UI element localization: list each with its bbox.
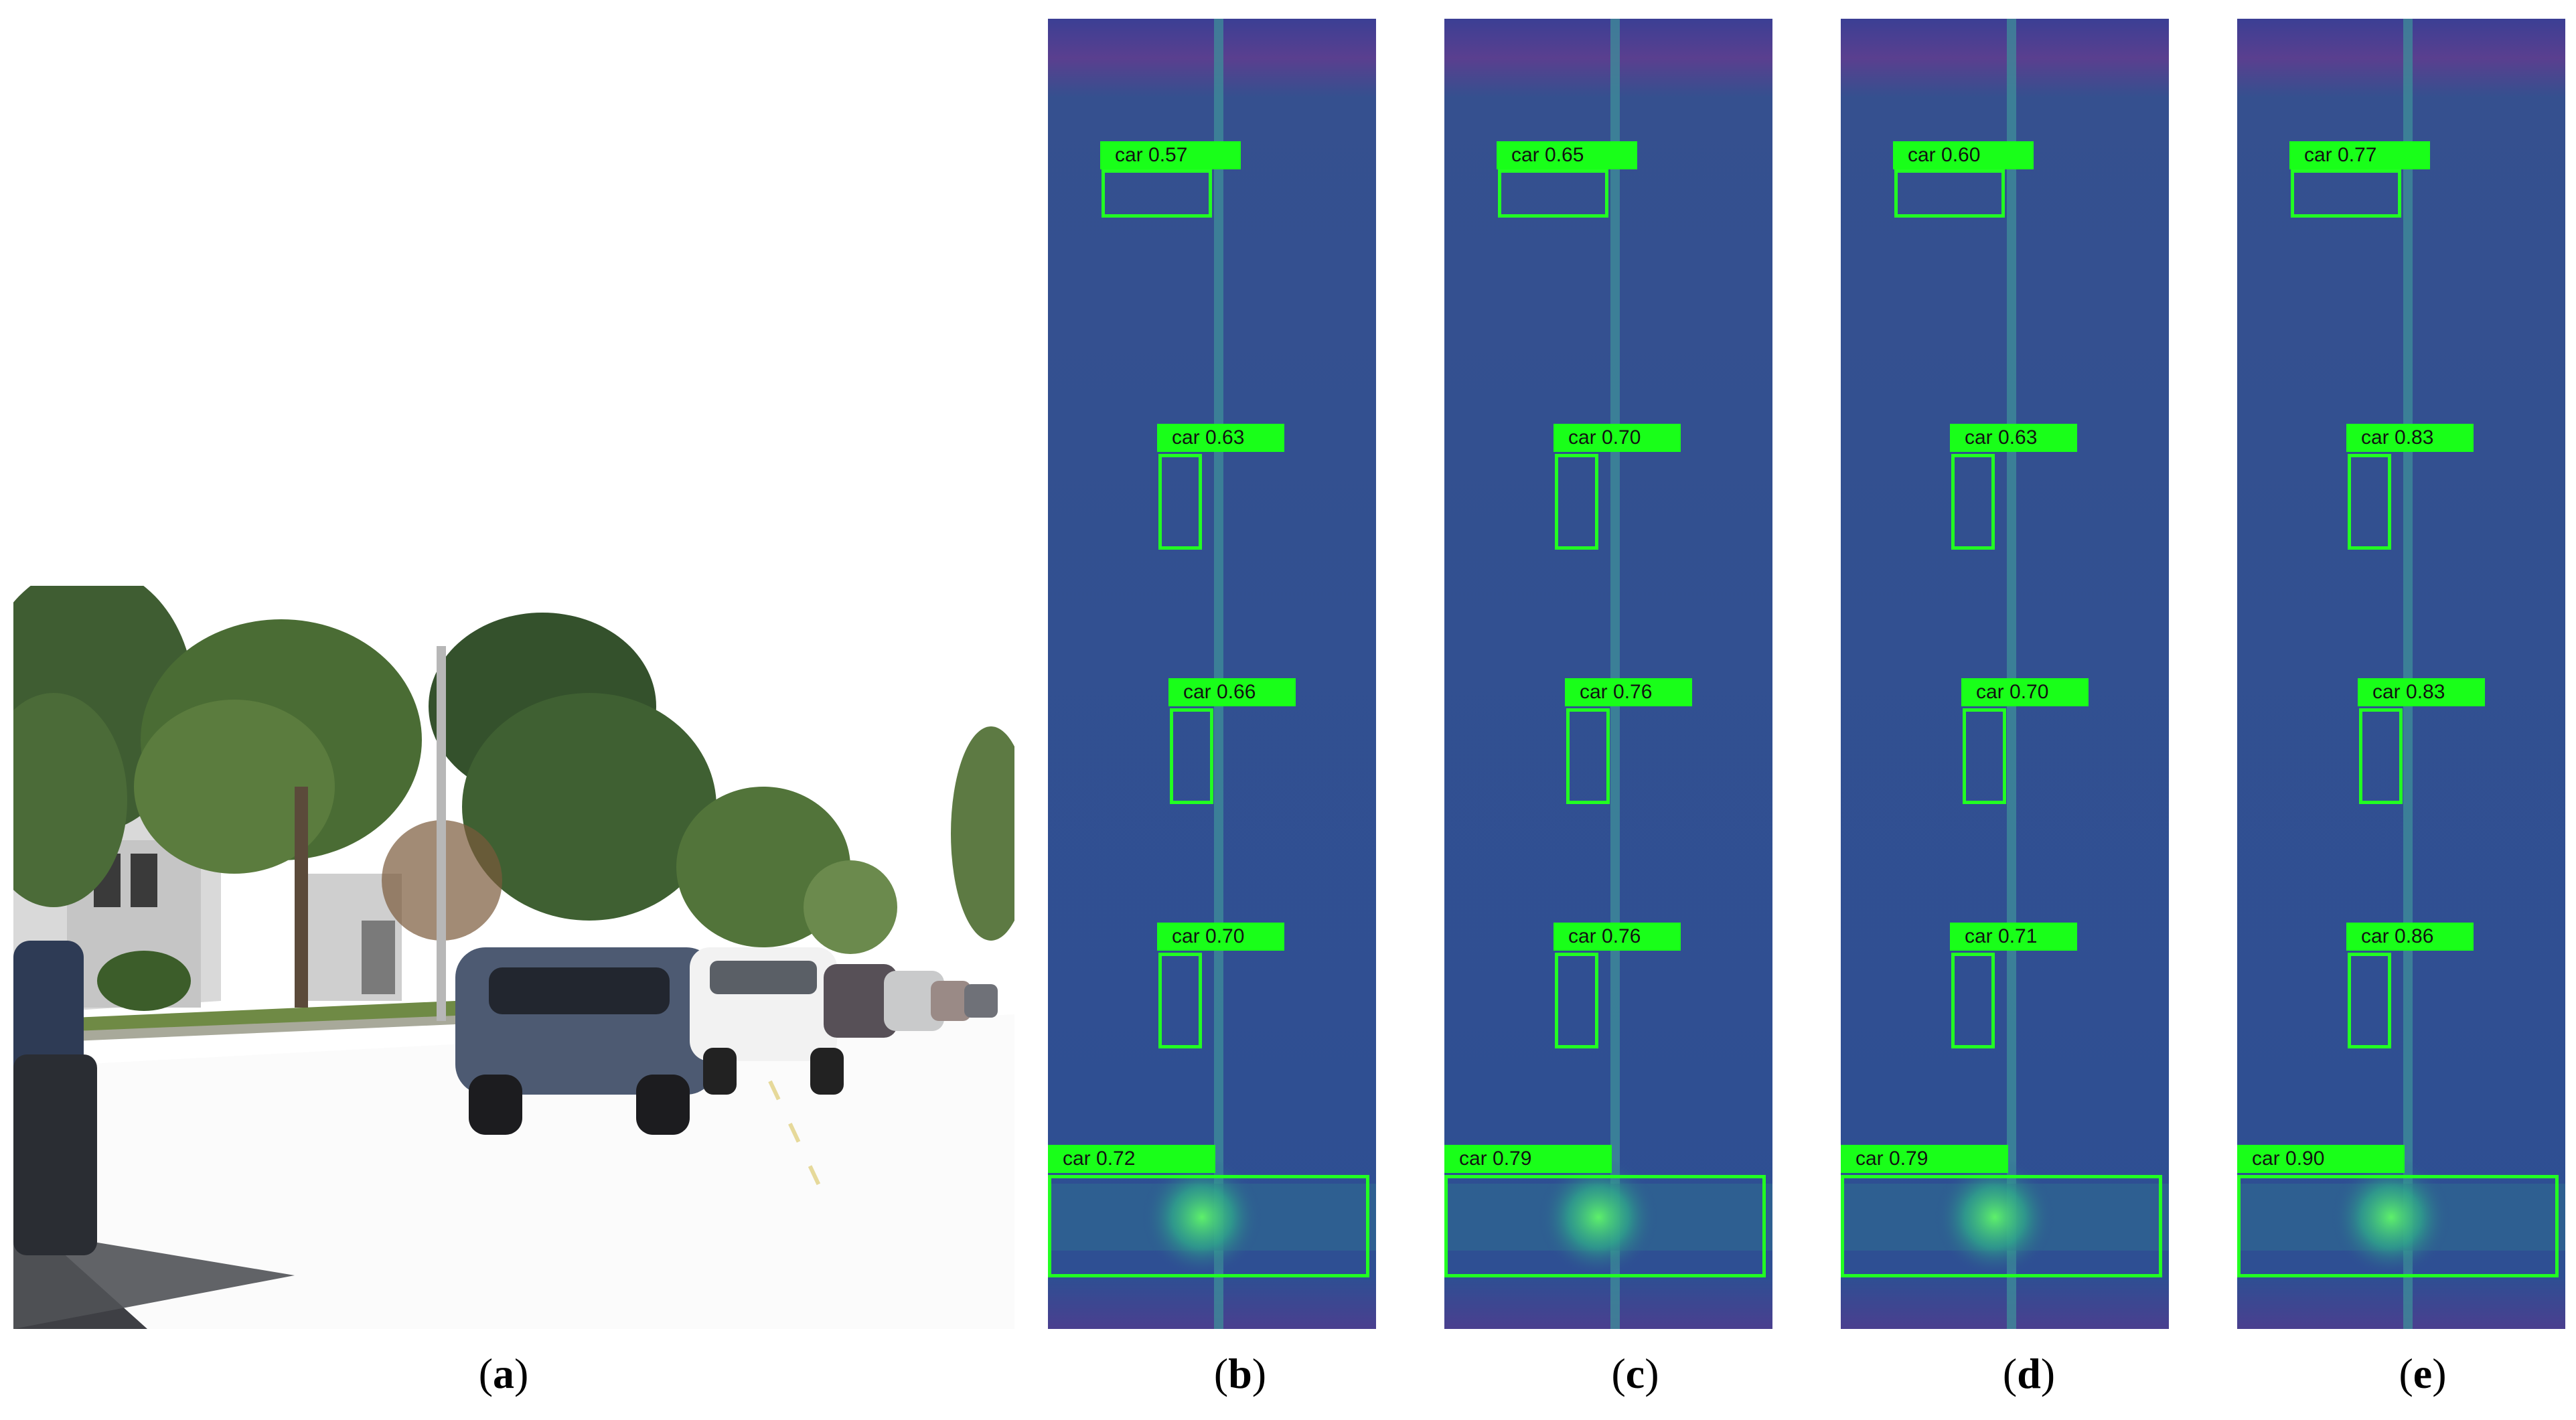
caption-c: (c) bbox=[1611, 1350, 1659, 1397]
detection-box bbox=[1048, 1175, 1369, 1277]
detection-label: car 0.72 bbox=[1048, 1145, 1215, 1173]
detection-box bbox=[1963, 708, 2006, 804]
detection-label: car 0.70 bbox=[1157, 923, 1284, 951]
detection-box bbox=[1951, 454, 1995, 550]
caption-d: (d) bbox=[2002, 1350, 2056, 1397]
radar-panel-e bbox=[2237, 19, 2565, 1329]
detection-label: car 0.60 bbox=[1893, 141, 2034, 169]
radar-panel-c bbox=[1444, 19, 1772, 1329]
detection-box bbox=[1951, 953, 1995, 1048]
street-scene-image bbox=[13, 586, 1014, 1329]
caption-a: (a) bbox=[478, 1350, 529, 1397]
detection-label: car 0.66 bbox=[1168, 678, 1296, 706]
detection-box bbox=[1555, 454, 1598, 550]
detection-box bbox=[1566, 708, 1610, 804]
detection-label: car 0.76 bbox=[1565, 678, 1692, 706]
detection-label: car 0.63 bbox=[1157, 424, 1284, 452]
detection-box bbox=[2237, 1175, 2559, 1277]
detection-box bbox=[1498, 169, 1608, 218]
detection-label: car 0.77 bbox=[2289, 141, 2430, 169]
detection-label: car 0.71 bbox=[1950, 923, 2077, 951]
caption-e: (e) bbox=[2399, 1350, 2447, 1397]
detection-box bbox=[1102, 169, 1212, 218]
radar-panel-b bbox=[1048, 19, 1376, 1329]
detection-label: car 0.63 bbox=[1950, 424, 2077, 452]
detection-label: car 0.70 bbox=[1961, 678, 2089, 706]
detection-label: car 0.83 bbox=[2358, 678, 2485, 706]
detection-box bbox=[1894, 169, 2005, 218]
detection-label: car 0.86 bbox=[2346, 923, 2474, 951]
caption-b: (b) bbox=[1213, 1350, 1267, 1397]
detection-label: car 0.79 bbox=[1841, 1145, 2008, 1173]
detection-box bbox=[2348, 454, 2391, 550]
detection-box bbox=[1555, 953, 1598, 1048]
detection-label: car 0.90 bbox=[2237, 1145, 2405, 1173]
detection-label: car 0.76 bbox=[1554, 923, 1681, 951]
detection-box bbox=[2348, 953, 2391, 1048]
detection-box bbox=[2359, 708, 2403, 804]
detection-box bbox=[1170, 708, 1213, 804]
detection-label: car 0.57 bbox=[1100, 141, 1241, 169]
detection-label: car 0.70 bbox=[1554, 424, 1681, 452]
detection-box bbox=[2291, 169, 2401, 218]
radar-heatmap-d bbox=[1841, 19, 2169, 1329]
detection-label: car 0.79 bbox=[1444, 1145, 1612, 1173]
detection-box bbox=[1841, 1175, 2162, 1277]
detection-label: car 0.65 bbox=[1497, 141, 1637, 169]
radar-heatmap-c bbox=[1444, 19, 1772, 1329]
detection-box bbox=[1444, 1175, 1766, 1277]
street-photo bbox=[13, 586, 1014, 1329]
detection-box bbox=[1158, 953, 1202, 1048]
detection-box bbox=[1158, 454, 1202, 550]
radar-heatmap-e bbox=[2237, 19, 2565, 1329]
detection-label: car 0.83 bbox=[2346, 424, 2474, 452]
radar-panel-d bbox=[1841, 19, 2169, 1329]
radar-heatmap-b bbox=[1048, 19, 1376, 1329]
